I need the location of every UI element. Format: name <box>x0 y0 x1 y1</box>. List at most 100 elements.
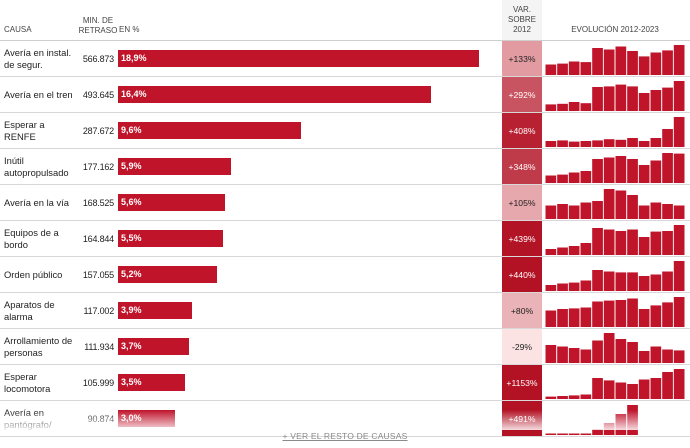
row-bar <box>118 302 192 319</box>
sparkline-bar-2014 <box>568 308 580 327</box>
sparkline-bar-2014 <box>568 282 580 291</box>
row-causa: Aparatos de alarma <box>4 298 55 322</box>
sparkline-bar-2023 <box>673 261 685 291</box>
row-minutos: 105.999 <box>82 377 114 388</box>
row-variacion: +1153% <box>502 365 542 400</box>
table-header: Causa Min. de retraso En % Var. sobre 20… <box>0 0 690 41</box>
row-variacion: +133% <box>502 41 542 76</box>
sparkline-bar-2017 <box>603 333 615 363</box>
row-bar <box>118 374 185 391</box>
sparkline-bar-2015 <box>580 307 592 327</box>
sparkline-bar-2016 <box>592 87 603 111</box>
sparkline-bar-2019 <box>627 159 638 183</box>
sparkline-bar-2013 <box>557 433 568 435</box>
sparkline-bar-2023 <box>673 225 685 255</box>
header-variacion: Var. sobre 2012 <box>503 5 541 35</box>
sparkline-bar-2021 <box>650 305 662 327</box>
sparkline-bar-2012 <box>545 64 557 75</box>
sparkline-bar-2016 <box>592 301 603 327</box>
sparkline-bar-2022 <box>662 50 673 75</box>
sparkline-bar-2016 <box>592 378 603 399</box>
header-evolucion: Evolución 2012-2023 <box>571 25 659 34</box>
sparkline-bar-2013 <box>557 283 568 291</box>
sparkline-bar-2017 <box>603 189 615 219</box>
row-minutos: 566.873 <box>82 53 114 64</box>
sparkline-bar-2016 <box>592 48 603 75</box>
row-bar <box>118 194 225 211</box>
sparkline-bar-2015 <box>580 394 592 399</box>
sparkline-bar-2021 <box>650 90 662 111</box>
sparkline-bar-2013 <box>557 396 568 399</box>
sparkline-bar-2020 <box>638 205 650 219</box>
table-row: Orden público 157.055 5,2% +440% <box>0 257 690 293</box>
sparkline-bar-2012 <box>545 285 557 291</box>
sparkline-bar-2014 <box>568 102 580 111</box>
sparkline-bar-2022 <box>662 349 673 363</box>
row-bar <box>118 266 217 283</box>
row-minutos: 164.844 <box>82 233 114 244</box>
sparkline-bar-2014 <box>568 61 580 75</box>
row-bar-label: 5,6% <box>121 197 142 207</box>
row-sparkline <box>545 333 685 363</box>
row-sparkline <box>545 297 685 327</box>
row-bar-label: 5,5% <box>121 233 142 243</box>
row-minutos: 157.055 <box>82 269 114 280</box>
ver-resto-causas-link[interactable]: + Ver el resto de causas <box>282 431 408 441</box>
sparkline-bar-2013 <box>557 174 568 183</box>
row-sparkline <box>545 225 685 255</box>
row-causa: Orden público <box>4 268 63 280</box>
sparkline-bar-2017 <box>603 300 615 327</box>
sparkline-bar-2018 <box>615 139 627 147</box>
table-row: Esperar a RENFE 287.672 9,6% +408% <box>0 113 690 149</box>
sparkline-bar-2013 <box>557 346 568 363</box>
sparkline-bar-2023 <box>673 369 685 399</box>
sparkline-bar-2016 <box>592 340 603 363</box>
sparkline-bar-2013 <box>557 103 568 111</box>
row-bar-label: 3,9% <box>121 305 142 315</box>
row-causa: Inútil autopropulsado <box>4 154 69 178</box>
table-row: Esperar locomotora 105.999 3,5% +1153% <box>0 365 690 401</box>
table-row: Avería en la vía 168.525 5,6% +105% <box>0 185 690 221</box>
sparkline-bar-2013 <box>557 140 568 147</box>
row-bar-label: 5,2% <box>121 269 142 279</box>
sparkline-bar-2020 <box>638 351 650 363</box>
sparkline-bar-2016 <box>592 159 603 183</box>
sparkline-bar-2020 <box>638 141 650 147</box>
row-bar <box>118 122 301 139</box>
row-minutos: 168.525 <box>82 197 114 208</box>
sparkline-bar-2018 <box>615 156 627 183</box>
sparkline-bar-2015 <box>580 103 592 111</box>
sparkline-bar-2012 <box>545 433 557 435</box>
sparkline-bar-2021 <box>650 202 662 219</box>
sparkline-bar-2015 <box>580 243 592 255</box>
sparkline-bar-2020 <box>638 309 650 327</box>
row-bar <box>118 338 189 355</box>
sparkline-bar-2016 <box>592 140 603 147</box>
sparkline-bar-2021 <box>650 138 662 147</box>
sparkline-bar-2012 <box>545 205 557 219</box>
sparkline-bar-2022 <box>662 231 673 255</box>
sparkline-bar-2018 <box>615 190 627 219</box>
header-minutos: Min. de retraso <box>78 16 118 36</box>
row-causa: Avería en la vía <box>4 196 69 208</box>
sparkline-bar-2014 <box>568 141 580 147</box>
sparkline-bar-2013 <box>557 63 568 75</box>
sparkline-bar-2023 <box>673 350 685 363</box>
sparkline-bar-2016 <box>592 270 603 291</box>
sparkline-bar-2017 <box>603 157 615 183</box>
row-minutos: 111.934 <box>84 341 114 352</box>
sparkline-bar-2022 <box>662 204 673 219</box>
sparkline-bar-2012 <box>545 104 557 111</box>
sparkline-bar-2019 <box>627 138 638 147</box>
sparkline-bar-2017 <box>603 229 615 255</box>
sparkline-bar-2012 <box>545 345 557 363</box>
sparkline-bar-2017 <box>603 49 615 75</box>
row-bar-label: 9,6% <box>121 125 142 135</box>
sparkline-bar-2019 <box>627 195 638 219</box>
sparkline-bar-2021 <box>650 160 662 183</box>
sparkline-bar-2018 <box>615 272 627 291</box>
header-minutos-line2: retraso <box>78 26 118 35</box>
sparkline-bar-2015 <box>580 141 592 147</box>
sparkline-bar-2022 <box>662 153 673 183</box>
sparkline-bar-2022 <box>662 87 673 111</box>
